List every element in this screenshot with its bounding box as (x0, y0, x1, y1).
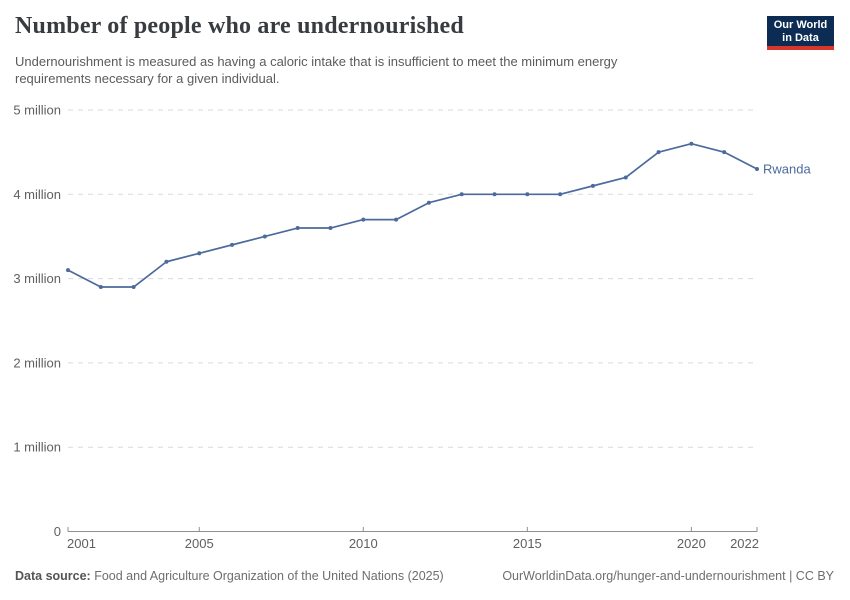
data-point[interactable] (328, 226, 333, 231)
data-point[interactable] (394, 217, 399, 222)
data-source-text: Food and Agriculture Organization of the… (90, 569, 444, 583)
data-point[interactable] (558, 192, 563, 197)
x-axis-label: 2005 (185, 536, 214, 551)
series-line[interactable] (67, 142, 758, 288)
footer-link[interactable]: OurWorldinData.org/hunger-and-undernouri… (502, 569, 786, 583)
y-axis-label: 5 million (13, 103, 61, 118)
data-source: Data source: Food and Agriculture Organi… (15, 569, 444, 583)
footer-right: OurWorldinData.org/hunger-and-undernouri… (502, 569, 834, 583)
owid-logo-line1: Our World (773, 19, 828, 31)
y-axis-label: 0 (54, 524, 61, 539)
owid-logo-line2: in Data (782, 32, 819, 44)
x-axis-label: 2020 (677, 536, 706, 551)
chart-subtitle: Undernourishment is measured as having a… (15, 54, 618, 86)
y-axis-label: 3 million (13, 271, 61, 286)
data-point[interactable] (361, 217, 366, 222)
data-point[interactable] (230, 242, 235, 247)
data-point[interactable] (525, 192, 530, 197)
page-title: Number of people who are undernourished (15, 13, 464, 39)
data-point[interactable] (426, 200, 431, 205)
chart-footer: Data source: Food and Agriculture Organi… (15, 569, 834, 583)
x-axis-label: 2015 (513, 536, 542, 551)
data-point[interactable] (590, 183, 595, 188)
data-point[interactable] (98, 285, 103, 290)
data-point[interactable] (656, 150, 661, 155)
y-axis-label: 2 million (13, 355, 61, 370)
data-point[interactable] (262, 234, 267, 239)
y-axis-label: 4 million (13, 187, 61, 202)
data-point[interactable] (197, 251, 202, 256)
x-axis-label: 2001 (67, 536, 96, 551)
data-point[interactable] (295, 226, 300, 231)
owid-logo[interactable]: Our World in Data (767, 16, 834, 50)
series-end-label[interactable]: Rwanda (763, 162, 811, 177)
data-point[interactable] (492, 192, 497, 197)
data-point[interactable] (131, 285, 136, 290)
x-axis-label: 2010 (349, 536, 378, 551)
data-point[interactable] (689, 141, 694, 146)
data-point[interactable] (164, 259, 169, 264)
data-point[interactable] (722, 150, 727, 155)
y-axis-label: 1 million (13, 440, 61, 455)
data-source-label: Data source: (15, 569, 91, 583)
data-point[interactable] (459, 192, 464, 197)
data-point[interactable] (755, 167, 759, 172)
data-point[interactable] (66, 268, 70, 273)
footer-license: | CC BY (785, 569, 834, 583)
data-point[interactable] (623, 175, 628, 180)
line-chart-plot-area[interactable]: 0 1 million 2 million 3 million 4 million 5 m… (0, 98, 850, 560)
x-axis-label: 2022 (730, 536, 759, 551)
